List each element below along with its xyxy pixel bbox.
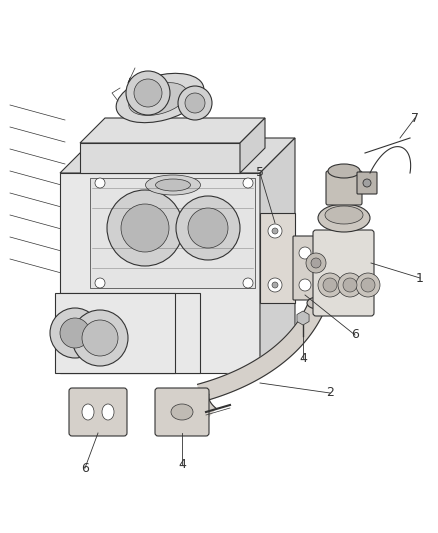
FancyBboxPatch shape — [326, 171, 362, 205]
Ellipse shape — [325, 206, 363, 224]
Polygon shape — [80, 143, 240, 173]
FancyBboxPatch shape — [357, 172, 377, 194]
Text: 6: 6 — [81, 462, 89, 474]
Polygon shape — [60, 293, 200, 373]
Circle shape — [318, 273, 342, 297]
Circle shape — [268, 278, 282, 292]
Ellipse shape — [171, 404, 193, 420]
Circle shape — [299, 247, 311, 259]
Ellipse shape — [318, 204, 370, 232]
Circle shape — [343, 278, 357, 292]
Circle shape — [82, 320, 118, 356]
Polygon shape — [55, 293, 175, 373]
Circle shape — [72, 310, 128, 366]
Circle shape — [311, 258, 321, 268]
Circle shape — [178, 86, 212, 120]
Circle shape — [126, 71, 170, 115]
Circle shape — [95, 178, 105, 188]
Ellipse shape — [155, 179, 191, 191]
Circle shape — [185, 93, 205, 113]
Circle shape — [60, 318, 90, 348]
Ellipse shape — [102, 404, 114, 420]
Circle shape — [356, 273, 380, 297]
Ellipse shape — [116, 74, 204, 123]
Polygon shape — [260, 213, 295, 303]
Ellipse shape — [82, 404, 94, 420]
Circle shape — [299, 279, 311, 291]
Ellipse shape — [328, 164, 360, 178]
Text: 4: 4 — [178, 458, 186, 472]
Polygon shape — [60, 173, 260, 373]
FancyBboxPatch shape — [69, 388, 127, 436]
Text: 1: 1 — [416, 271, 424, 285]
Text: 2: 2 — [326, 386, 334, 400]
Text: 5: 5 — [256, 166, 264, 180]
Circle shape — [176, 196, 240, 260]
Circle shape — [323, 278, 337, 292]
Circle shape — [188, 208, 228, 248]
Polygon shape — [198, 300, 326, 402]
FancyBboxPatch shape — [313, 230, 374, 316]
Circle shape — [306, 253, 326, 273]
Polygon shape — [90, 178, 255, 288]
Polygon shape — [240, 118, 265, 173]
Polygon shape — [191, 392, 216, 422]
Circle shape — [272, 228, 278, 234]
Circle shape — [243, 178, 253, 188]
Circle shape — [363, 179, 371, 187]
Text: 6: 6 — [351, 328, 359, 342]
Circle shape — [243, 278, 253, 288]
Circle shape — [121, 204, 169, 252]
Circle shape — [134, 79, 162, 107]
Circle shape — [268, 224, 282, 238]
FancyBboxPatch shape — [155, 388, 209, 436]
Circle shape — [95, 278, 105, 288]
Text: 7: 7 — [411, 111, 419, 125]
Polygon shape — [80, 118, 265, 143]
FancyBboxPatch shape — [293, 236, 317, 300]
Circle shape — [107, 190, 183, 266]
Circle shape — [338, 273, 362, 297]
Polygon shape — [260, 138, 295, 373]
Ellipse shape — [129, 83, 187, 116]
Circle shape — [361, 278, 375, 292]
Ellipse shape — [307, 297, 329, 309]
Text: 4: 4 — [299, 351, 307, 365]
Polygon shape — [60, 138, 295, 173]
Circle shape — [272, 282, 278, 288]
Circle shape — [50, 308, 100, 358]
Ellipse shape — [145, 175, 201, 195]
